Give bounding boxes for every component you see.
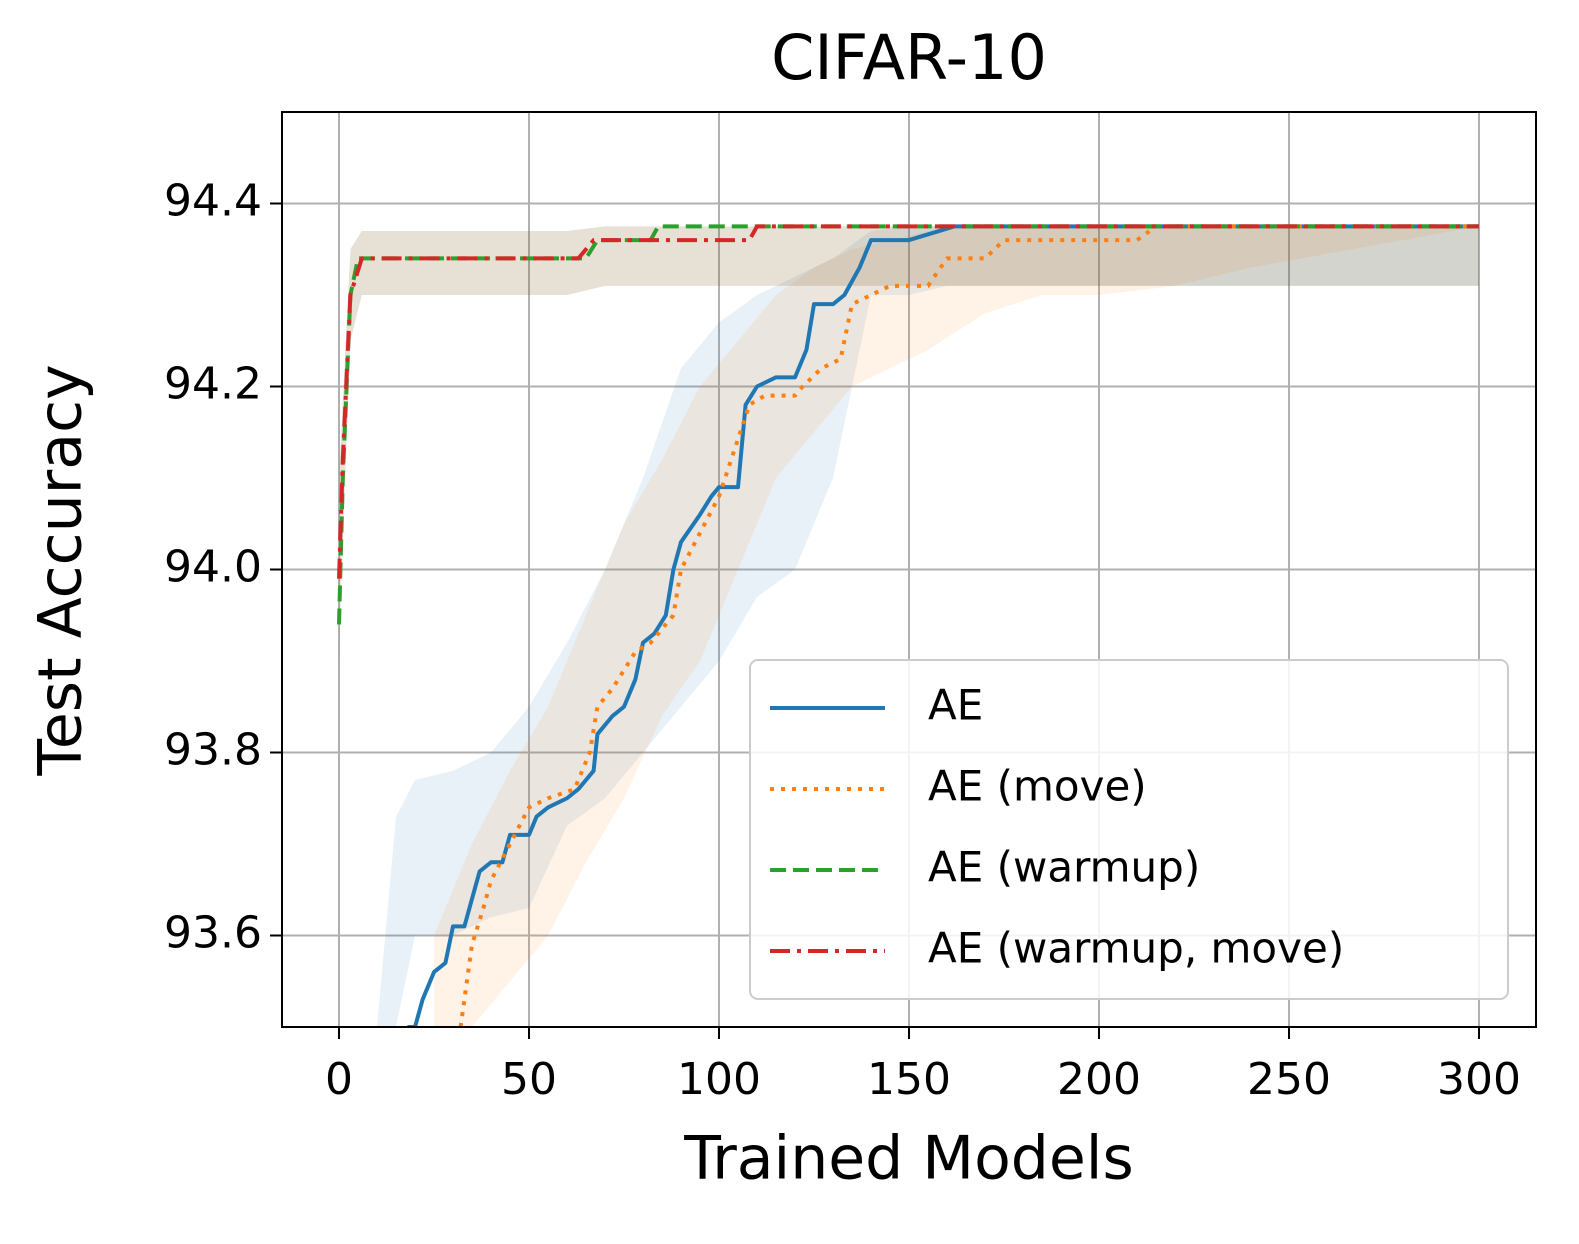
x-tick-label: 50	[501, 1054, 557, 1105]
x-tick-label: 100	[677, 1054, 761, 1105]
confidence-band	[377, 226, 1479, 1027]
x-axis-label: Trained Models	[683, 1124, 1133, 1194]
legend-label: AE (warmup, move)	[928, 924, 1344, 973]
y-tick-label: 94.4	[164, 176, 262, 227]
y-axis-label: Test Accuracy	[26, 364, 96, 776]
legend-label: AE (warmup)	[928, 843, 1200, 892]
y-tick-label: 94.0	[164, 542, 262, 593]
legend: AE AE (move) AE (warmup) AE (warmup, move)	[749, 659, 1509, 1000]
y-tick-label: 93.8	[164, 725, 262, 776]
y-tick-label: 94.2	[164, 359, 262, 410]
confidence-band	[434, 226, 1479, 1027]
legend-label: AE (move)	[928, 762, 1147, 811]
confidence-band	[339, 226, 1479, 616]
series-line	[407, 224, 1479, 1027]
legend-label: AE	[928, 681, 983, 730]
x-tick-label: 300	[1437, 1054, 1521, 1105]
x-tick-label: 250	[1247, 1054, 1331, 1105]
series-line	[337, 224, 1479, 579]
chart-title: CIFAR-10	[771, 21, 1047, 94]
x-tick-label: 150	[867, 1054, 951, 1105]
series-line	[458, 224, 1479, 1027]
confidence-band	[339, 226, 1479, 661]
y-tick-label: 93.6	[164, 908, 262, 959]
legend-box	[749, 659, 1509, 1000]
plot-area	[337, 224, 1479, 1027]
ticks: 0 50 100 150 200 250 300 93.6 93.8 94.0 94.2 94.4	[164, 176, 1521, 1106]
x-tick-label: 200	[1057, 1054, 1141, 1105]
x-tick-label: 0	[325, 1054, 353, 1105]
